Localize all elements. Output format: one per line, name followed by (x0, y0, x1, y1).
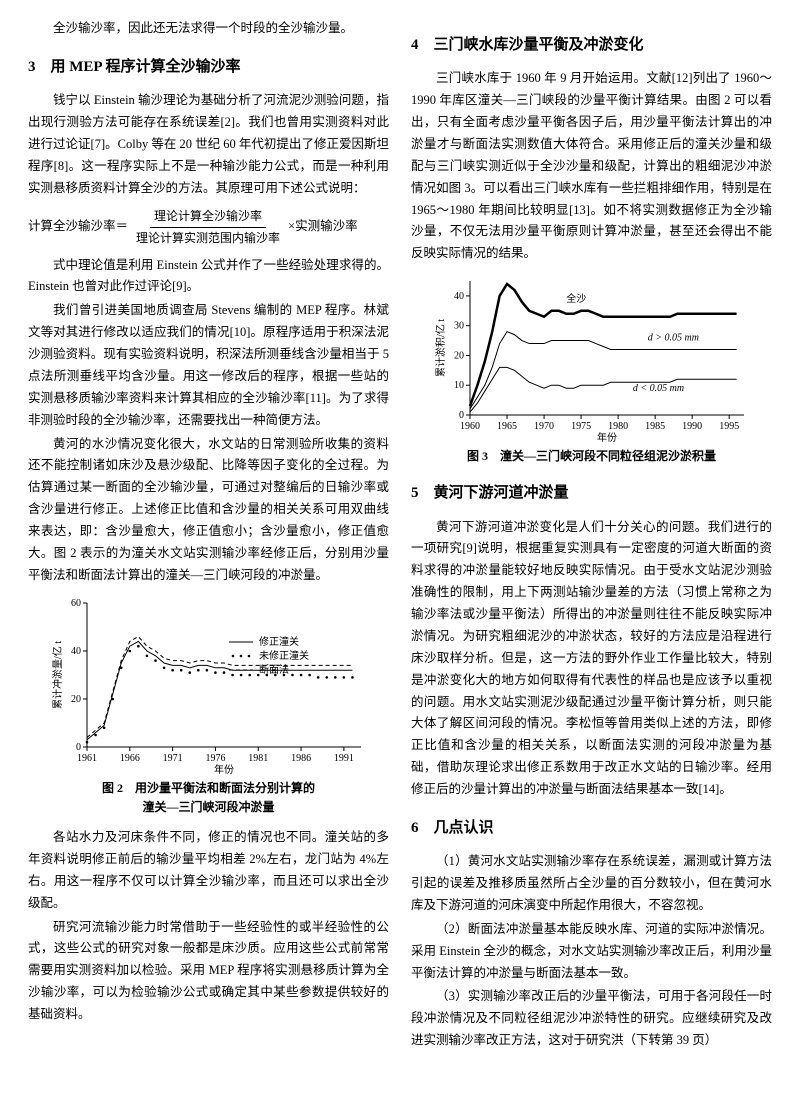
svg-text:1975: 1975 (571, 421, 591, 432)
para-6-1: （1）黄河水文站实测输沙率存在系统误差，漏测或计算方法引起的误差及推移质虽然所占… (411, 851, 772, 917)
left-column: 全沙输沙率，因此还无法求得一个时段的全沙输沙量。 3 用 MEP 程序计算全沙输… (28, 18, 389, 1097)
svg-text:修正潼关: 修正潼关 (259, 635, 299, 648)
svg-text:年份: 年份 (597, 431, 617, 443)
figure-3: 0 10 20 30 40 1960 1965 1970 1975 1980 1985 1990 199… (411, 273, 772, 443)
figure-2: 0 20 40 60 1961 1966 1971 1976 1981 1986 1991 年份 累计冲… (28, 595, 389, 775)
svg-text:1965: 1965 (497, 421, 517, 432)
svg-text:0: 0 (459, 410, 464, 421)
svg-text:全沙: 全沙 (566, 292, 586, 305)
heading-5: 5 黄河下游河道冲淤量 (411, 480, 772, 506)
fig2-cap-2: 潼关—三门峡河段冲淤量 (142, 800, 274, 814)
svg-text:1981: 1981 (248, 753, 268, 764)
heading-6: 6 几点认识 (411, 815, 772, 841)
svg-text:1971: 1971 (162, 753, 182, 764)
svg-text:d < 0.05 mm: d < 0.05 mm (632, 383, 683, 394)
svg-text:1961: 1961 (77, 753, 97, 764)
heading-3: 3 用 MEP 程序计算全沙输沙率 (28, 54, 389, 80)
heading-4: 4 三门峡水库沙量平衡及冲淤变化 (411, 32, 772, 58)
svg-text:60: 60 (71, 598, 81, 609)
svg-text:d > 0.05 mm: d > 0.05 mm (647, 333, 698, 344)
para-3-6: 研究河流输沙能力时常借助于一些经验性的或半经验性的公式，这些公式的研究对象一般都… (28, 917, 389, 1026)
para-5-1: 黄河下游河道冲淤变化是人们十分关心的问题。我们进行的一项研究[9]说明，根据重复… (411, 517, 772, 801)
formula-tail: ×实测输沙率 (288, 216, 358, 238)
right-column: 4 三门峡水库沙量平衡及冲淤变化 三门峡水库于 1960 年 9 月开始运用。文… (411, 18, 772, 1097)
svg-text:1991: 1991 (333, 753, 353, 764)
svg-text:1976: 1976 (205, 753, 225, 764)
svg-text:1960: 1960 (460, 421, 480, 432)
svg-text:40: 40 (71, 646, 81, 657)
formula-lhs: 计算全沙输沙率＝ (28, 216, 128, 238)
svg-text:1980: 1980 (608, 421, 628, 432)
para-3-4: 黄河的水沙情况变化很大，水文站的日常测验所收集的资料还不能控制诸如床沙及悬沙级配… (28, 434, 389, 587)
svg-text:1986: 1986 (291, 753, 311, 764)
svg-text:0: 0 (76, 742, 81, 753)
svg-text:1966: 1966 (119, 753, 139, 764)
svg-text:1995: 1995 (719, 421, 739, 432)
para-4-1: 三门峡水库于 1960 年 9 月开始运用。文献[12]列出了 1960～199… (411, 68, 772, 265)
figure-2-caption: 图 2 用沙量平衡法和断面法分别计算的 潼关—三门峡河段冲淤量 (28, 779, 389, 817)
svg-text:断面法: 断面法 (259, 663, 289, 676)
figure-2-chart: 0 20 40 60 1961 1966 1971 1976 1981 1986 1991 年份 累计冲… (49, 595, 369, 775)
para-6-3: （3）实测输沙率改正后的沙量平衡法，可用于各河段任一时段冲淤情况及不同粒径组泥沙… (411, 986, 772, 1052)
para-6-2: （2）断面法冲淤量基本能反映水库、河道的实际冲淤情况。采用 Einstein 全… (411, 919, 772, 985)
svg-text:20: 20 (454, 351, 464, 362)
figure-3-chart: 0 10 20 30 40 1960 1965 1970 1975 1980 1985 1990 199… (432, 273, 752, 443)
svg-text:1970: 1970 (534, 421, 554, 432)
svg-text:20: 20 (71, 694, 81, 705)
para-3-2: 式中理论值是利用 Einstein 公式并作了一些经验处理求得的。Einstei… (28, 255, 389, 299)
svg-text:30: 30 (454, 321, 464, 332)
svg-text:10: 10 (454, 380, 464, 391)
svg-text:未修正潼关: 未修正潼关 (259, 649, 309, 662)
formula-fraction: 理论计算全沙输沙率 理论计算实测范围内输沙率 (132, 206, 284, 249)
figure-3-caption: 图 3 潼关—三门峡河段不同粒径组泥沙淤积量 (411, 447, 772, 466)
intro-line: 全沙输沙率，因此还无法求得一个时段的全沙输沙量。 (28, 18, 389, 40)
para-3-5: 各站水力及河床条件不同，修正的情况也不同。潼关站的多年资料说明修正前后的输沙量平… (28, 827, 389, 915)
svg-text:1990: 1990 (682, 421, 702, 432)
fig2-cap-1: 图 2 用沙量平衡法和断面法分别计算的 (102, 781, 315, 795)
svg-text:累计淤积/亿 t: 累计淤积/亿 t (434, 319, 447, 377)
formula-numerator: 理论计算全沙输沙率 (150, 206, 266, 228)
svg-text:1985: 1985 (645, 421, 665, 432)
para-3-1: 钱宁以 Einstein 输沙理论为基础分析了河流泥沙测验问题，指出现行测验方法… (28, 90, 389, 199)
formula-denominator: 理论计算实测范围内输沙率 (132, 228, 284, 249)
svg-text:年份: 年份 (214, 763, 234, 775)
svg-text:累计冲淤量/亿 t: 累计冲淤量/亿 t (51, 640, 64, 708)
svg-text:40: 40 (454, 291, 464, 302)
formula-1: 计算全沙输沙率＝ 理论计算全沙输沙率 理论计算实测范围内输沙率 ×实测输沙率 (28, 206, 389, 249)
para-3-3: 我们曾引进美国地质调查局 Stevens 编制的 MEP 程序。林斌文等对其进行… (28, 300, 389, 431)
